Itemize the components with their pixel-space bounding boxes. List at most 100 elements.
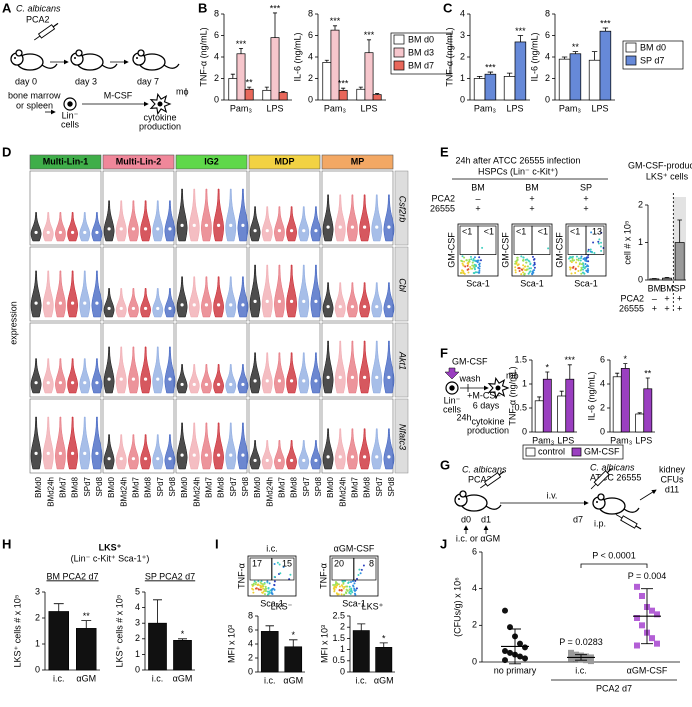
x-tick-label: BMd8 — [144, 476, 153, 497]
violin-median — [326, 225, 330, 229]
flow-event — [355, 587, 358, 590]
condition-sign: + — [529, 203, 534, 213]
y-tick-label: 0.5 — [332, 655, 345, 665]
bar — [534, 400, 544, 433]
panel-label: B — [198, 0, 207, 15]
violin-median — [107, 457, 111, 461]
chart-title: LKS⁺ cells — [646, 171, 689, 181]
x-tick-label: BMd7 — [205, 476, 214, 497]
gate-value: 17 — [252, 558, 262, 568]
bar — [284, 646, 303, 673]
flow-event — [259, 588, 262, 591]
flow-event — [289, 573, 292, 576]
flow-event — [346, 585, 349, 588]
violin — [30, 270, 42, 318]
y-axis-label: IL-6 (ng/mL) — [586, 371, 596, 420]
flow-event — [515, 261, 518, 264]
timeline-arrow — [639, 489, 657, 501]
flow-event — [255, 587, 258, 590]
violin-median — [241, 223, 245, 227]
flow-event — [462, 264, 465, 267]
violin — [286, 440, 297, 470]
flow-event — [251, 583, 254, 586]
mouse-ear — [459, 490, 467, 498]
violin-median — [362, 225, 367, 229]
flow-event — [252, 591, 255, 594]
flow-event — [468, 258, 471, 261]
gate — [331, 557, 354, 581]
significance-label: *** — [485, 62, 496, 72]
gate-value: 13 — [592, 226, 602, 236]
panel-label: E — [440, 144, 449, 159]
bar — [236, 53, 246, 101]
flow-event — [590, 231, 593, 234]
error-bar — [81, 620, 92, 629]
bar — [173, 640, 192, 671]
violin-median — [168, 457, 172, 461]
chart-title: LKS⁻ — [271, 601, 293, 611]
flow-event — [577, 257, 580, 260]
violin — [213, 188, 224, 242]
mouse-tail — [163, 63, 180, 69]
violin — [67, 270, 78, 318]
y-tick-label: 4 — [135, 602, 140, 612]
violin — [128, 200, 139, 242]
y-tick-label: 1.5 — [332, 633, 345, 643]
flow-event — [522, 256, 525, 259]
plot-title: i.c. — [266, 543, 278, 553]
legend-swatch — [393, 34, 405, 45]
error-bar — [677, 219, 682, 243]
flow-event — [471, 264, 474, 267]
x-tick-label: LPS — [591, 103, 608, 113]
y-tick-label: 0 — [214, 94, 219, 104]
bar — [375, 647, 393, 673]
flow-event — [342, 587, 345, 590]
violin-median — [180, 453, 184, 457]
violin-median — [241, 382, 245, 387]
column-label: BM — [525, 182, 539, 192]
y-tick-label: 8 — [545, 8, 550, 18]
x-tick-label: Pam₃ — [559, 103, 582, 113]
violin-median — [387, 225, 391, 229]
row-strip — [394, 246, 409, 322]
flow-event — [584, 262, 587, 265]
violin-median — [204, 303, 209, 307]
y-tick-label: 0 — [545, 94, 550, 104]
flow-event — [271, 593, 274, 596]
violin — [91, 212, 103, 242]
flow-event — [348, 588, 351, 591]
flow-event — [263, 593, 266, 596]
data-point — [649, 635, 655, 642]
bar — [649, 278, 660, 281]
y-tick-label: 0 — [35, 664, 40, 674]
flow-event — [472, 257, 475, 260]
significance-label: * — [181, 629, 185, 639]
flow-event — [587, 256, 590, 259]
x-tick-label: i.c. — [575, 665, 587, 675]
column-header-label: MP — [351, 156, 365, 166]
y-tick-label: 3 — [135, 618, 140, 628]
violin-median — [156, 306, 160, 311]
violin — [225, 364, 237, 394]
violin — [140, 434, 151, 470]
panel-label: I — [215, 536, 219, 551]
cells-label: Lin⁻ — [444, 395, 461, 405]
violin — [310, 206, 322, 242]
y-tick-label: 1 — [460, 73, 465, 83]
flow-event — [341, 585, 344, 588]
mouse-icon — [70, 49, 118, 71]
flow-event — [337, 583, 340, 586]
syringe-plunger — [498, 470, 505, 476]
error-bar — [265, 625, 274, 632]
violin-median — [192, 382, 196, 387]
y-tick-label: 1 — [340, 644, 345, 654]
violin — [298, 206, 310, 242]
mouse-icon — [10, 49, 58, 71]
flow-event — [597, 242, 600, 245]
y-axis-label: cell # x 10⁵ — [622, 220, 632, 265]
flow-event — [349, 581, 352, 584]
flow-event — [273, 580, 276, 583]
column-header — [248, 154, 321, 170]
significance-label: *** — [270, 3, 281, 13]
flow-event — [463, 272, 466, 275]
